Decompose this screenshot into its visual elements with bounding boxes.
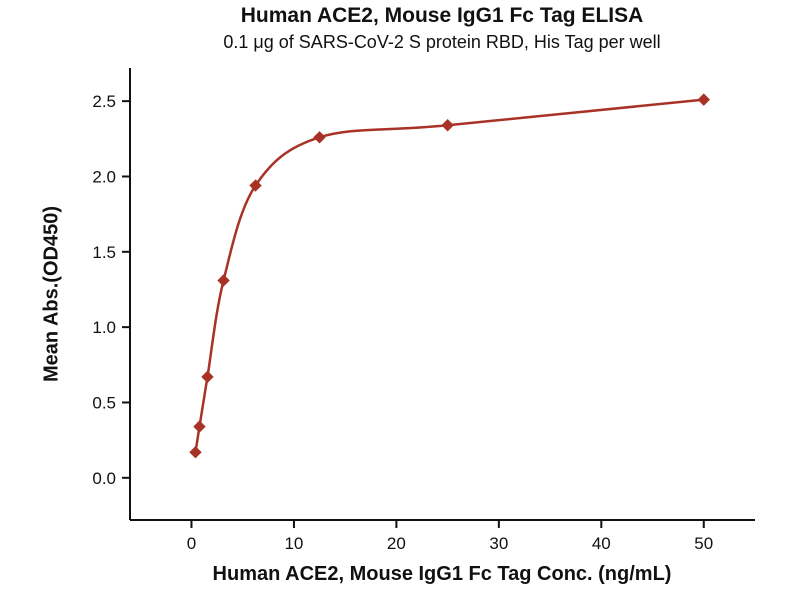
data-point [249,179,262,192]
y-tick-label: 1.0 [92,318,116,337]
data-point [313,131,326,144]
chart-title: Human ACE2, Mouse IgG1 Fc Tag ELISA [240,4,644,27]
y-tick-label: 2.5 [92,92,116,111]
x-tick-label: 50 [694,534,713,553]
y-tick-label: 0.0 [92,469,116,488]
data-point [441,119,454,132]
y-tick-label: 1.5 [92,243,116,262]
x-tick-label: 40 [592,534,611,553]
x-tick-label: 0 [187,534,196,553]
data-point [201,370,214,384]
x-tick-label: 20 [387,534,406,553]
y-tick-label: 0.5 [92,393,116,412]
x-tick-label: 10 [284,534,303,553]
data-point [217,274,230,287]
fit-curve [194,98,704,453]
data-point [189,445,202,459]
data-point [697,93,710,106]
x-tick-label: 30 [489,534,508,553]
y-axis-label: Mean Abs.(OD450) [40,206,63,382]
x-axis-label: Human ACE2, Mouse IgG1 Fc Tag Conc. (ng/… [212,563,672,585]
data-point [193,420,206,433]
y-tick-label: 2.0 [92,167,116,186]
chart-subtitle: 0.1 μg of SARS-CoV-2 S protein RBD, His … [223,32,661,52]
